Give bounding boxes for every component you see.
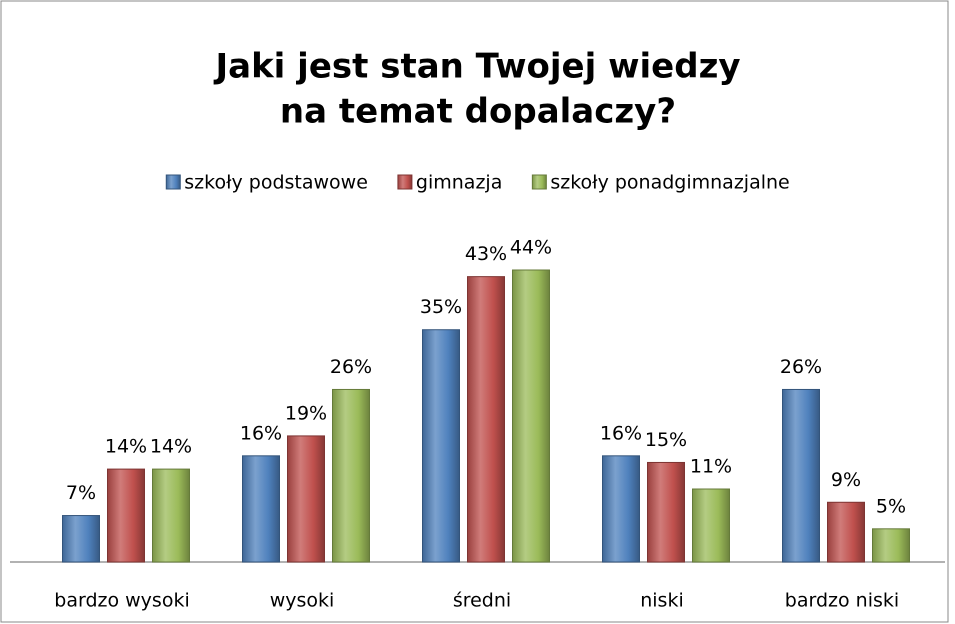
data-label: 35% (420, 296, 462, 318)
data-label: 7% (66, 482, 96, 504)
chart-title: na temat dopalaczy? (280, 92, 676, 132)
x-tick-label: bardzo wysoki (54, 590, 189, 612)
x-tick-label: wysoki (270, 590, 335, 612)
bar (467, 276, 505, 563)
data-label: 19% (285, 402, 327, 424)
bar (692, 488, 730, 563)
data-label: 16% (240, 422, 282, 444)
bar (152, 468, 190, 563)
data-label: 26% (330, 356, 372, 378)
data-label: 44% (510, 237, 552, 259)
data-label: 11% (690, 456, 732, 478)
legend-swatch (165, 174, 181, 190)
legend-label: szkoły ponadgimnazjalne (550, 172, 789, 194)
data-label: 14% (105, 436, 147, 458)
data-label: 43% (465, 243, 507, 265)
bar (512, 269, 550, 563)
bar (242, 455, 280, 563)
bar (62, 515, 100, 563)
bar (782, 388, 820, 563)
bar (422, 329, 460, 563)
bar (602, 455, 640, 563)
data-label: 15% (645, 429, 687, 451)
legend-label: szkoły podstawowe (184, 172, 368, 194)
bar (827, 501, 865, 563)
legend-label: gimnazja (416, 172, 502, 194)
data-label: 26% (780, 356, 822, 378)
data-label: 5% (876, 495, 906, 517)
data-label: 14% (150, 436, 192, 458)
legend-swatch (531, 174, 547, 190)
data-label: 16% (600, 422, 642, 444)
bar (287, 435, 325, 563)
legend-swatch (397, 174, 413, 190)
bar (647, 461, 685, 563)
x-tick-label: niski (640, 590, 684, 612)
bar (107, 468, 145, 563)
x-tick-label: średni (453, 590, 511, 612)
x-tick-label: bardzo niski (785, 590, 899, 612)
chart-title: Jaki jest stan Twojej wiedzy (213, 47, 740, 87)
bar (872, 528, 910, 563)
bar (332, 388, 370, 563)
data-label: 9% (831, 469, 861, 491)
